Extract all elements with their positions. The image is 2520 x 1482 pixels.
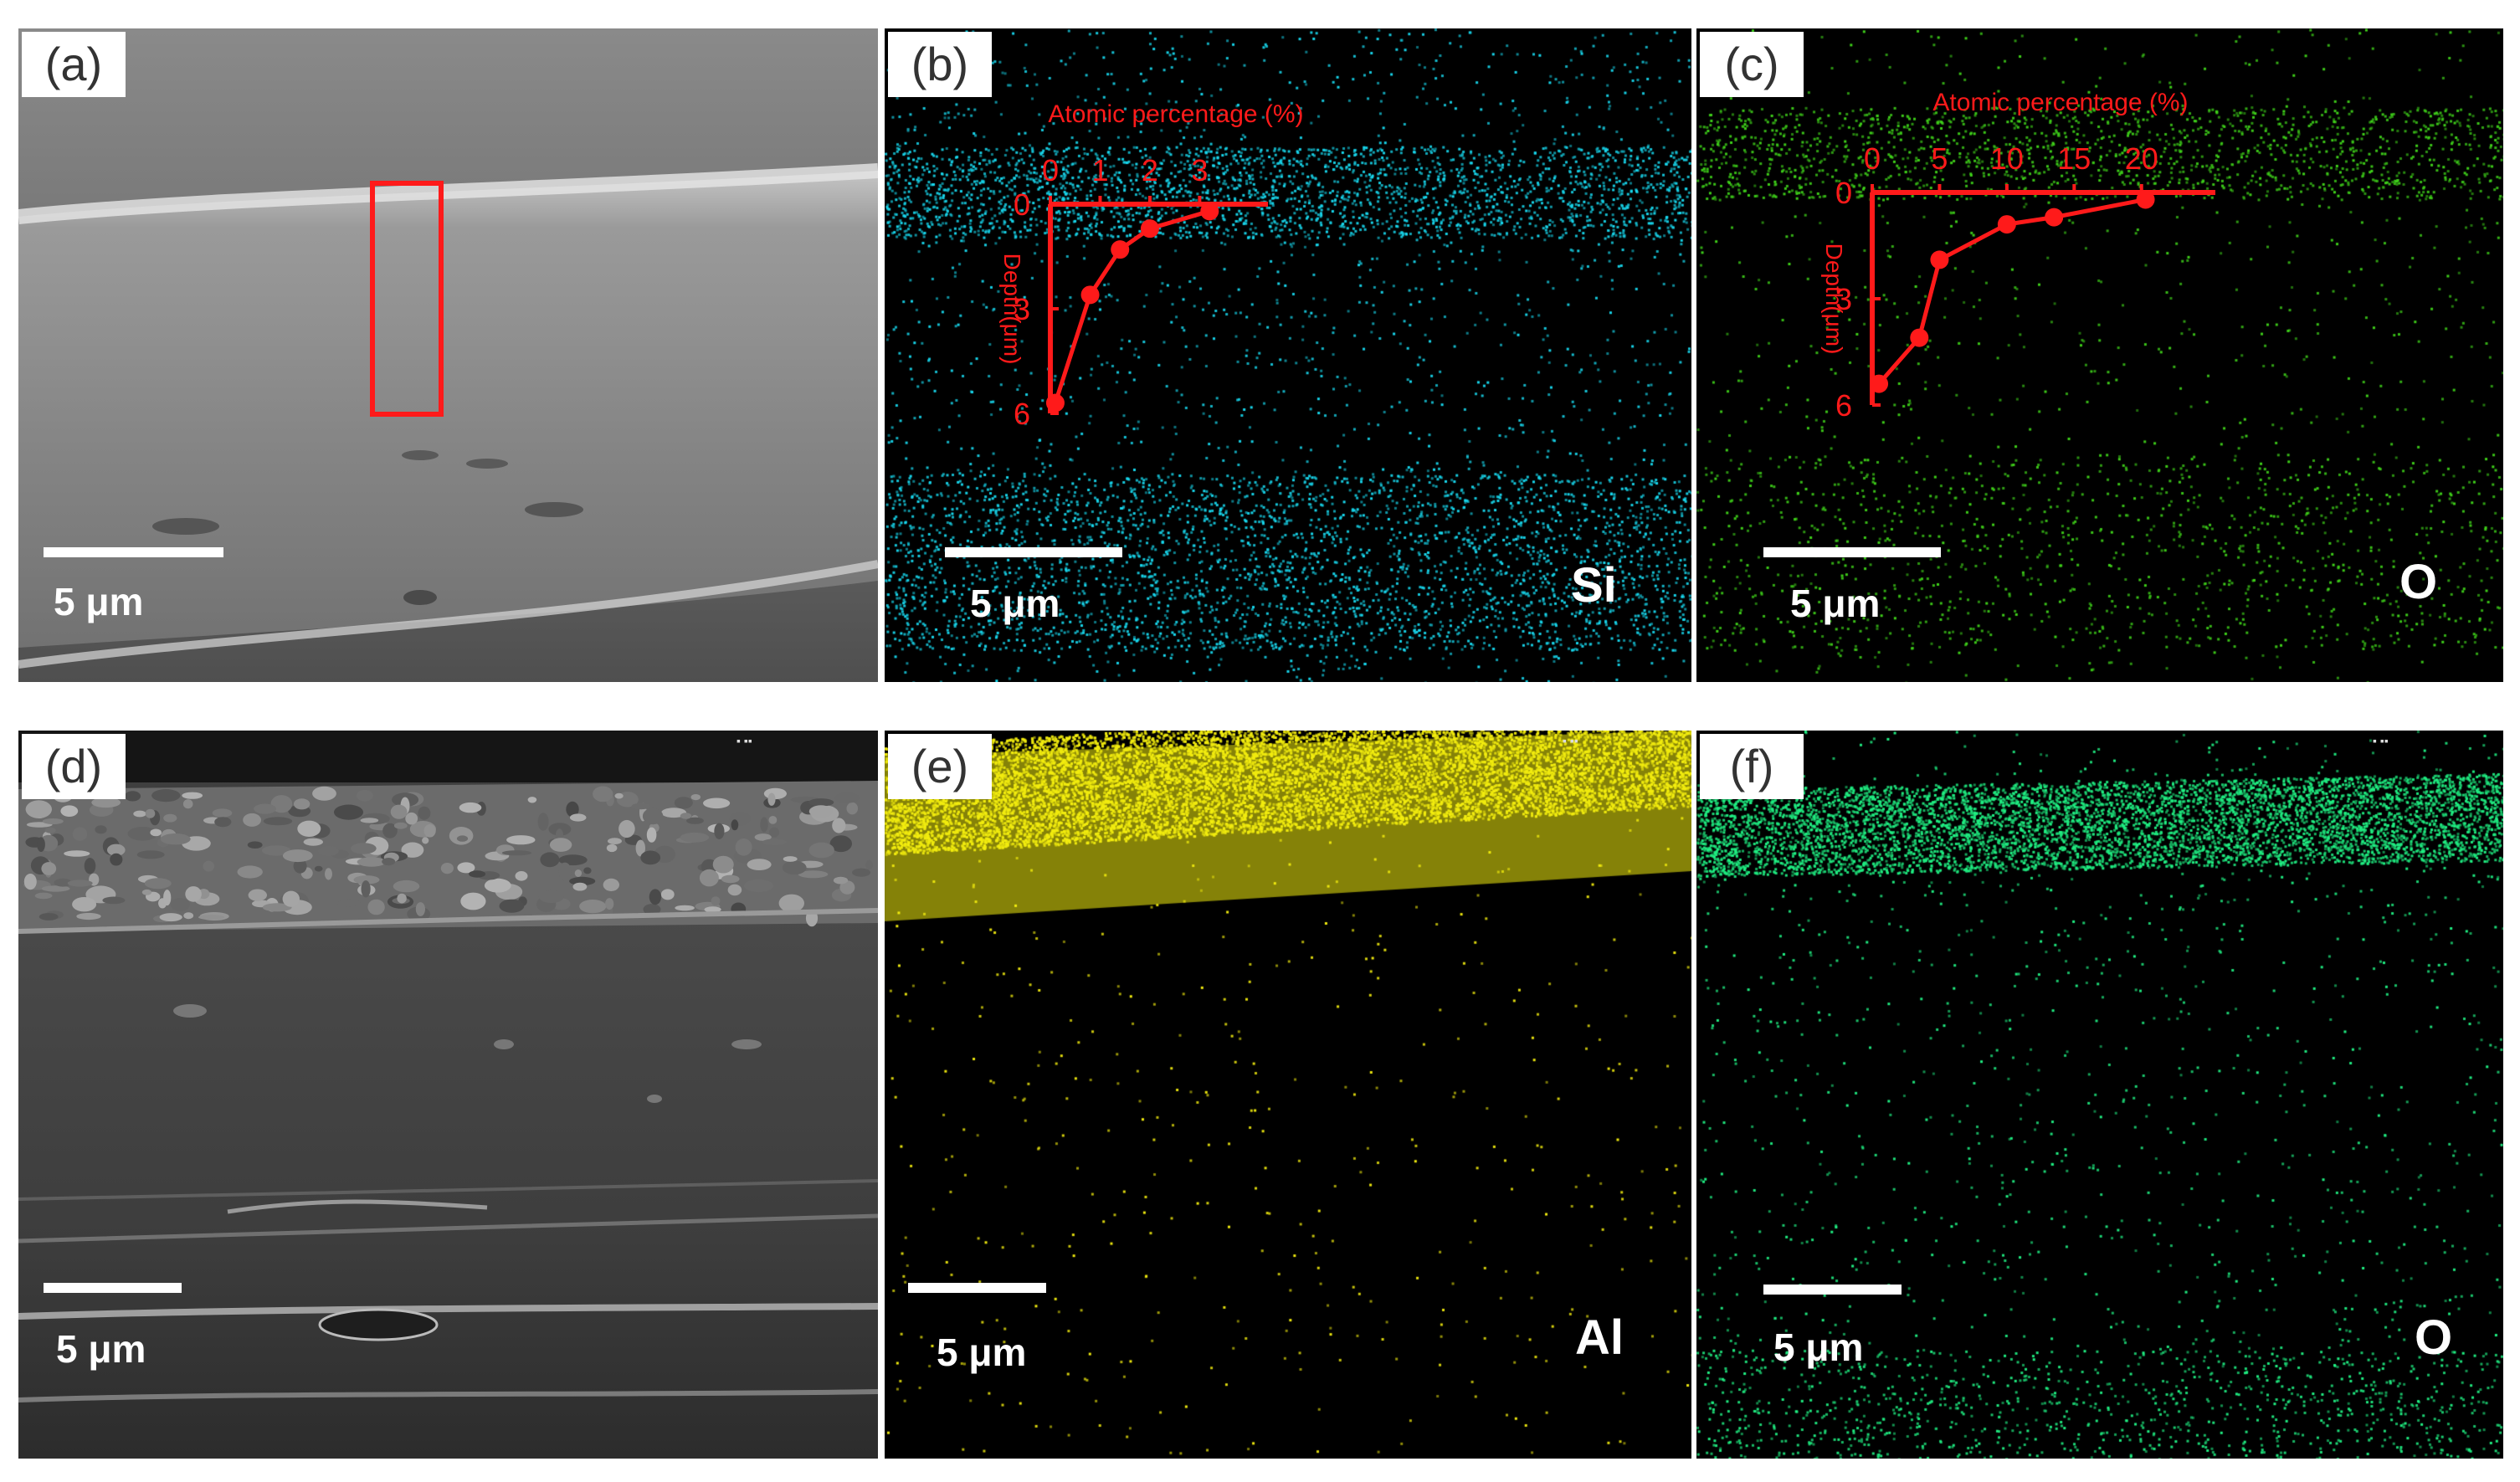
data-point — [1045, 393, 1065, 413]
element-label: O — [2415, 1310, 2453, 1365]
depth-profile-chart-c: 0 5 10 15 20 0 3 6 Atomic percentage (%) Depth(μm… — [1821, 89, 2215, 423]
panel-label: (c) — [1700, 32, 1804, 97]
x-tick-label: 20 — [2125, 141, 2158, 176]
si-map — [885, 28, 1691, 682]
scale-bar — [945, 547, 1122, 557]
data-point — [1080, 285, 1100, 305]
x-tick-label: 0 — [1042, 153, 1059, 187]
panel-d: ▪ ▪▪ (d) 5 μm — [18, 731, 878, 1459]
scale-bar — [908, 1283, 1046, 1293]
x-tick-label: 15 — [2057, 141, 2091, 176]
scale-bar — [44, 1283, 182, 1293]
panel-label: (d) — [22, 734, 126, 799]
y-tick-label: 6 — [1835, 388, 1852, 423]
selection-box — [370, 181, 444, 417]
data-point — [1140, 219, 1159, 238]
sem-image-d — [18, 731, 878, 1459]
x-axis-title: Atomic percentage (%) — [1048, 100, 1303, 128]
al-map — [885, 731, 1691, 1459]
image-watermark: ▪ ▪▪ — [2373, 734, 2389, 747]
scale-label: 5 μm — [937, 1331, 1027, 1374]
scale-label: 5 μm — [56, 1327, 146, 1371]
scale-label: 5 μm — [970, 582, 1060, 625]
y-tick-label: 3 — [1014, 292, 1030, 326]
o-map-lower — [1696, 731, 2503, 1459]
x-tick-label: 3 — [1191, 153, 1208, 187]
x-tick-label: 0 — [1864, 141, 1881, 176]
data-point — [1870, 374, 1889, 393]
x-tick-label: 5 — [1931, 141, 1948, 176]
o-map-upper — [1696, 28, 2503, 682]
element-label: O — [2399, 555, 2438, 609]
panel-f: ▪ ▪▪ (f) 5 μm O — [1696, 731, 2503, 1459]
data-point — [1997, 215, 2016, 234]
scale-bar — [1763, 547, 1941, 557]
data-point — [2136, 190, 2155, 209]
x-tick-label: 1 — [1091, 153, 1108, 187]
data-point — [1111, 240, 1130, 259]
sem-image-a — [18, 28, 878, 682]
scale-bar — [44, 547, 223, 557]
image-watermark: ▪ ▪▪ — [1563, 734, 1578, 747]
x-axis-title: Atomic percentage (%) — [1932, 89, 2188, 116]
panel-label: (b) — [888, 32, 992, 97]
series-line — [1877, 197, 2147, 386]
data-point — [1910, 328, 1929, 347]
panel-e: ▪ ▪▪ (e) 5 μm Al — [885, 731, 1691, 1459]
y-tick-label: 3 — [1835, 282, 1852, 316]
data-point — [1200, 202, 1219, 221]
series-line — [1053, 208, 1210, 404]
scale-label: 5 μm — [54, 580, 144, 623]
element-label: Al — [1575, 1310, 1624, 1365]
element-label: Si — [1571, 558, 1617, 613]
y-tick-label: 0 — [1835, 176, 1852, 210]
scale-bar — [1763, 1285, 1902, 1295]
panel-label: (a) — [22, 32, 126, 97]
panel-label: (e) — [888, 734, 992, 799]
scale-label: 5 μm — [1790, 582, 1881, 625]
panel-a: (a) 5 μm — [18, 28, 878, 682]
scale-label: 5 μm — [1773, 1326, 1864, 1369]
panel-c: 0 5 10 15 20 0 3 6 Atomic percentage (%) Depth(μm… — [1696, 28, 2503, 682]
image-watermark: ▪ ▪▪ — [736, 734, 752, 747]
panel-label: (f) — [1700, 734, 1804, 799]
panel-b: 0 1 2 3 0 3 6 Atomic percentage (%) Depth(μm) (b… — [885, 28, 1691, 682]
x-tick-label: 2 — [1142, 153, 1158, 187]
data-point — [2045, 208, 2064, 227]
y-axis-title: Depth(μm) — [1821, 244, 1847, 355]
x-tick-label: 10 — [1990, 141, 2024, 176]
data-point — [1930, 250, 1949, 269]
y-axis-title: Depth(μm) — [999, 254, 1025, 365]
y-tick-label: 0 — [1014, 187, 1030, 222]
y-tick-label: 6 — [1014, 397, 1030, 431]
